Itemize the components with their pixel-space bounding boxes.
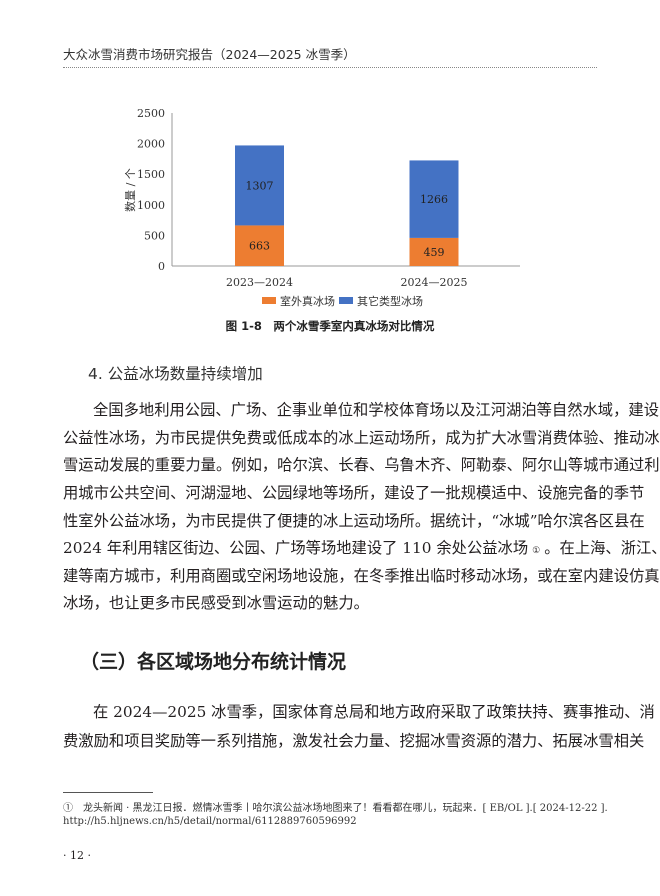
bar-segment <box>235 225 284 266</box>
paragraph-line: 公益性冰场，为市民提供免费或低成本的冰上运动场所，成为扩大冰雪消费体验、推动冰 <box>63 429 660 447</box>
figure-caption: 图 1-8 两个冰雪季室内真冰场对比情况 <box>226 319 435 333</box>
y-tick-label: 0 <box>158 260 165 273</box>
stacked-bar-chart: 数量 / 个 0 500 1000 1500 2000 2500 663 1307 2023—… <box>124 107 520 333</box>
line-text: 。在上海、浙江、福 <box>544 539 660 557</box>
legend-swatch <box>339 297 353 304</box>
y-axis-title: 数量 / 个 <box>124 168 137 212</box>
paragraph-line: 在 2024—2025 冰雪季，国家体育总局和地方政府采取了政策扶持、赛事推动、… <box>93 703 655 721</box>
y-tick-label: 500 <box>144 229 165 242</box>
data-label: 1307 <box>246 179 274 192</box>
line-text: 2024 年利用辖区街边、公园、广场等场地建设了 110 余处公益冰场 <box>63 539 529 557</box>
paragraph-line: 建等南方城市，利用商圈或空闲场地设施，在冬季推出临时移动冰场，或在室内建设仿真 <box>63 567 660 585</box>
y-tick-label: 2000 <box>137 138 165 151</box>
paragraph-line: 费激励和项目奖励等一系列措施，激发社会力量、挖掘冰雪资源的潜力、拓展冰雪相关 <box>63 732 645 750</box>
paragraph-line: 2024 年利用辖区街边、公园、广场等场地建设了 110 余处公益冰场 ① 。在上海… <box>63 538 660 558</box>
page-number: · 12 · <box>63 849 91 862</box>
section-heading: （三）各区域场地分布统计情况 <box>80 651 347 673</box>
y-tick-label: 1500 <box>137 168 165 181</box>
footnote-url[interactable]: http://h5.hljnews.cn/h5/detail/normal/61… <box>63 816 357 827</box>
bar-segment <box>235 145 284 226</box>
data-label: 459 <box>424 246 445 259</box>
footnote-text: ① 龙头新闻 · 黑龙江日报．燃情冰雪季丨哈尔滨公益冰场地图来了！看看都在哪儿，… <box>63 803 608 814</box>
paragraph-line: 用城市公共空间、河湖湿地、公园绿地等场所，建设了一批规模适中、设施完备的季节 <box>63 484 645 502</box>
legend-label: 其它类型冰场 <box>357 294 423 308</box>
header-divider <box>63 67 597 68</box>
paragraph-line: 冰场，也让更多市民感受到冰雪运动的魅力。 <box>63 594 369 612</box>
chart-legend: 室外真冰场 其它类型冰场 <box>262 294 423 308</box>
legend-label: 室外真冰场 <box>280 294 335 308</box>
paragraph-line: 雪运动发展的重要力量。例如，哈尔滨、长春、乌鲁木齐、阿勒泰、阿尔山等城市通过利 <box>63 456 660 474</box>
y-tick-label: 1000 <box>137 199 165 212</box>
y-tick-label: 2500 <box>137 107 165 120</box>
paragraph-line: 全国多地利用公园、广场、企事业单位和学校体育场以及江河湖泊等自然水域，建设 <box>93 401 659 419</box>
bar-segment <box>409 160 459 238</box>
legend-swatch <box>262 297 276 304</box>
data-label: 663 <box>249 240 270 253</box>
subsection-heading: 4. 公益冰场数量持续增加 <box>88 365 263 383</box>
paragraph-line: 性室外公益冰场，为市民提供了便捷的冰上运动场所。据统计，“冰城”哈尔滨各区县在 <box>63 512 645 530</box>
x-tick-label: 2024—2025 <box>401 276 468 289</box>
data-label: 1266 <box>420 193 448 206</box>
x-tick-label: 2023—2024 <box>226 276 293 289</box>
footnote-divider <box>63 792 153 793</box>
running-header: 大众冰雪消费市场研究报告（2024—2025 冰雪季） <box>63 47 356 62</box>
bar-segment <box>409 237 459 266</box>
